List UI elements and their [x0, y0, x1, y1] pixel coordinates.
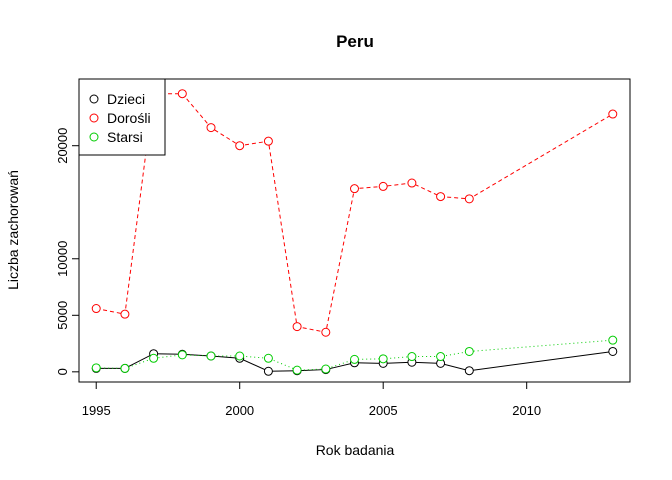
series-layer [91, 89, 618, 376]
data-point [608, 109, 618, 119]
legend-label: Starsi [107, 129, 143, 145]
data-point [177, 350, 187, 360]
series-line [96, 339, 613, 371]
y-tick-label: 0 [55, 368, 70, 375]
chart-title: Peru [336, 32, 374, 51]
data-point [350, 184, 359, 194]
y-axis: 0 5000 10000 20000 [55, 128, 80, 375]
data-point [91, 363, 101, 373]
x-tick-label: 1995 [82, 403, 111, 418]
data-point [235, 141, 245, 151]
y-tick-label: 10000 [55, 241, 70, 277]
legend-item: Dorośli [89, 110, 151, 126]
legend-label: Dzieci [107, 91, 145, 107]
data-point [292, 322, 302, 332]
data-point [321, 327, 331, 337]
data-point [149, 353, 159, 363]
legend: Dzieci Dorośli Starsi [78, 78, 166, 156]
data-point [378, 181, 388, 191]
data-point [464, 346, 474, 356]
data-point [263, 136, 273, 146]
x-axis-label: Rok badania [316, 442, 395, 458]
legend-marker [89, 94, 99, 104]
data-point [407, 352, 417, 362]
y-tick-label: 5000 [55, 301, 70, 330]
y-axis-label: Liczba zachorowań [5, 170, 21, 290]
data-point [206, 351, 216, 361]
data-point [407, 178, 417, 188]
x-tick-label: 2010 [512, 403, 541, 418]
data-point [350, 354, 359, 364]
data-point [321, 364, 331, 374]
data-point [464, 194, 474, 204]
data-point [263, 353, 273, 363]
data-point [436, 192, 446, 202]
legend-item: Dzieci [89, 91, 145, 107]
x-tick-label: 2005 [369, 403, 398, 418]
y-tick-label: 20000 [55, 128, 70, 164]
data-point [206, 123, 216, 133]
series-2 [91, 89, 618, 337]
x-axis: 1995 2000 2005 2010 [82, 381, 541, 418]
data-point [120, 309, 130, 319]
data-point [378, 354, 388, 364]
data-point [608, 346, 618, 356]
x-tick-label: 2000 [225, 403, 254, 418]
data-point [120, 363, 130, 373]
legend-marker [89, 132, 99, 142]
legend-label: Dorośli [107, 110, 151, 126]
series-line [96, 93, 614, 333]
data-point [263, 366, 273, 376]
series-3 [91, 335, 618, 375]
legend-item: Starsi [89, 129, 143, 145]
data-point [91, 304, 101, 314]
data-point [464, 366, 474, 376]
data-point [608, 335, 618, 345]
data-point [235, 351, 245, 361]
data-point [177, 89, 187, 99]
legend-marker [89, 113, 99, 123]
data-point [292, 365, 302, 375]
data-point [436, 352, 446, 362]
